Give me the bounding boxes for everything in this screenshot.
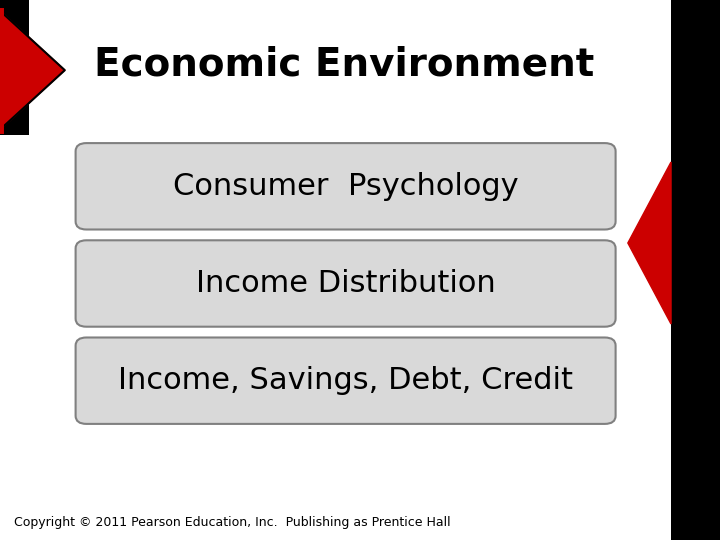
FancyBboxPatch shape <box>76 338 616 424</box>
Text: Income, Savings, Debt, Credit: Income, Savings, Debt, Credit <box>118 366 573 395</box>
FancyBboxPatch shape <box>76 143 616 230</box>
Text: Economic Environment: Economic Environment <box>94 46 594 84</box>
Bar <box>671 0 720 540</box>
Polygon shape <box>628 162 671 324</box>
Bar <box>0 0 29 135</box>
Text: Consumer  Psychology: Consumer Psychology <box>173 172 518 201</box>
FancyBboxPatch shape <box>76 240 616 327</box>
Text: Copyright © 2011 Pearson Education, Inc.  Publishing as Prentice Hall: Copyright © 2011 Pearson Education, Inc.… <box>14 516 451 529</box>
Polygon shape <box>0 11 65 130</box>
Text: 3-15: 3-15 <box>670 516 698 529</box>
Text: Income Distribution: Income Distribution <box>196 269 495 298</box>
